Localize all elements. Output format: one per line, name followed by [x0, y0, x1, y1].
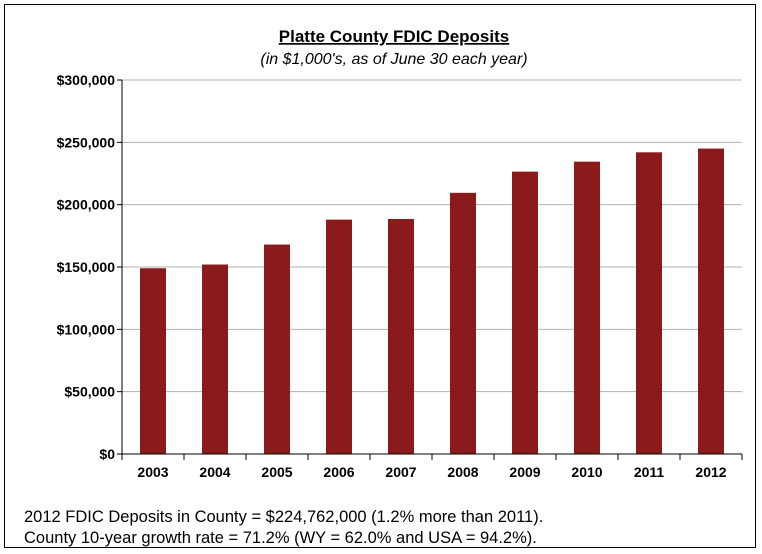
x-tick-label: 2005	[261, 464, 292, 480]
growth-note: County 10-year growth rate = 71.2% (WY =…	[24, 529, 537, 547]
x-tick-label: 2009	[509, 464, 540, 480]
x-tick-label: 2012	[695, 464, 726, 480]
bar-2012	[698, 148, 724, 455]
x-tick-label: 2008	[447, 464, 478, 480]
x-tick-label: 2007	[385, 464, 416, 480]
x-tick-label: 2011	[634, 464, 665, 480]
y-tick-label: $0	[99, 446, 115, 462]
y-tick-label: $300,000	[57, 72, 116, 88]
y-tick-label: $200,000	[57, 197, 116, 213]
deposits-note: 2012 FDIC Deposits in County = $224,762,…	[24, 508, 544, 526]
chart-title: Platte County FDIC Deposits	[279, 27, 509, 46]
bar-2003	[140, 268, 166, 454]
bar-2005	[264, 244, 290, 454]
y-tick-label: $150,000	[57, 259, 116, 275]
bar-2006	[326, 219, 352, 454]
x-tick-label: 2010	[571, 464, 602, 480]
axes	[121, 80, 743, 460]
x-axis-ticks: 2003 2004 2005 2006 2007 2008 2009 2010 2011 2012	[137, 464, 726, 480]
bars	[140, 148, 724, 455]
bar-2011	[636, 152, 662, 454]
y-tick-label: $100,000	[57, 321, 116, 337]
bar-2007	[388, 219, 414, 454]
chart-subtitle: (in $1,000's, as of June 30 each year)	[260, 51, 527, 68]
x-tick-label: 2003	[137, 464, 168, 480]
x-tick-label: 2006	[323, 464, 354, 480]
bar-2004	[202, 264, 228, 454]
bar-2009	[512, 171, 538, 454]
y-axis-ticks: $0 $50,000 $100,000 $150,000 $200,000 $250,00…	[57, 72, 122, 462]
x-tick-label: 2004	[199, 464, 230, 480]
bar-2010	[574, 161, 600, 454]
y-tick-label: $250,000	[57, 134, 116, 150]
chart-frame	[4, 4, 756, 548]
y-tick-label: $50,000	[64, 384, 115, 400]
bar-2008	[450, 192, 476, 454]
